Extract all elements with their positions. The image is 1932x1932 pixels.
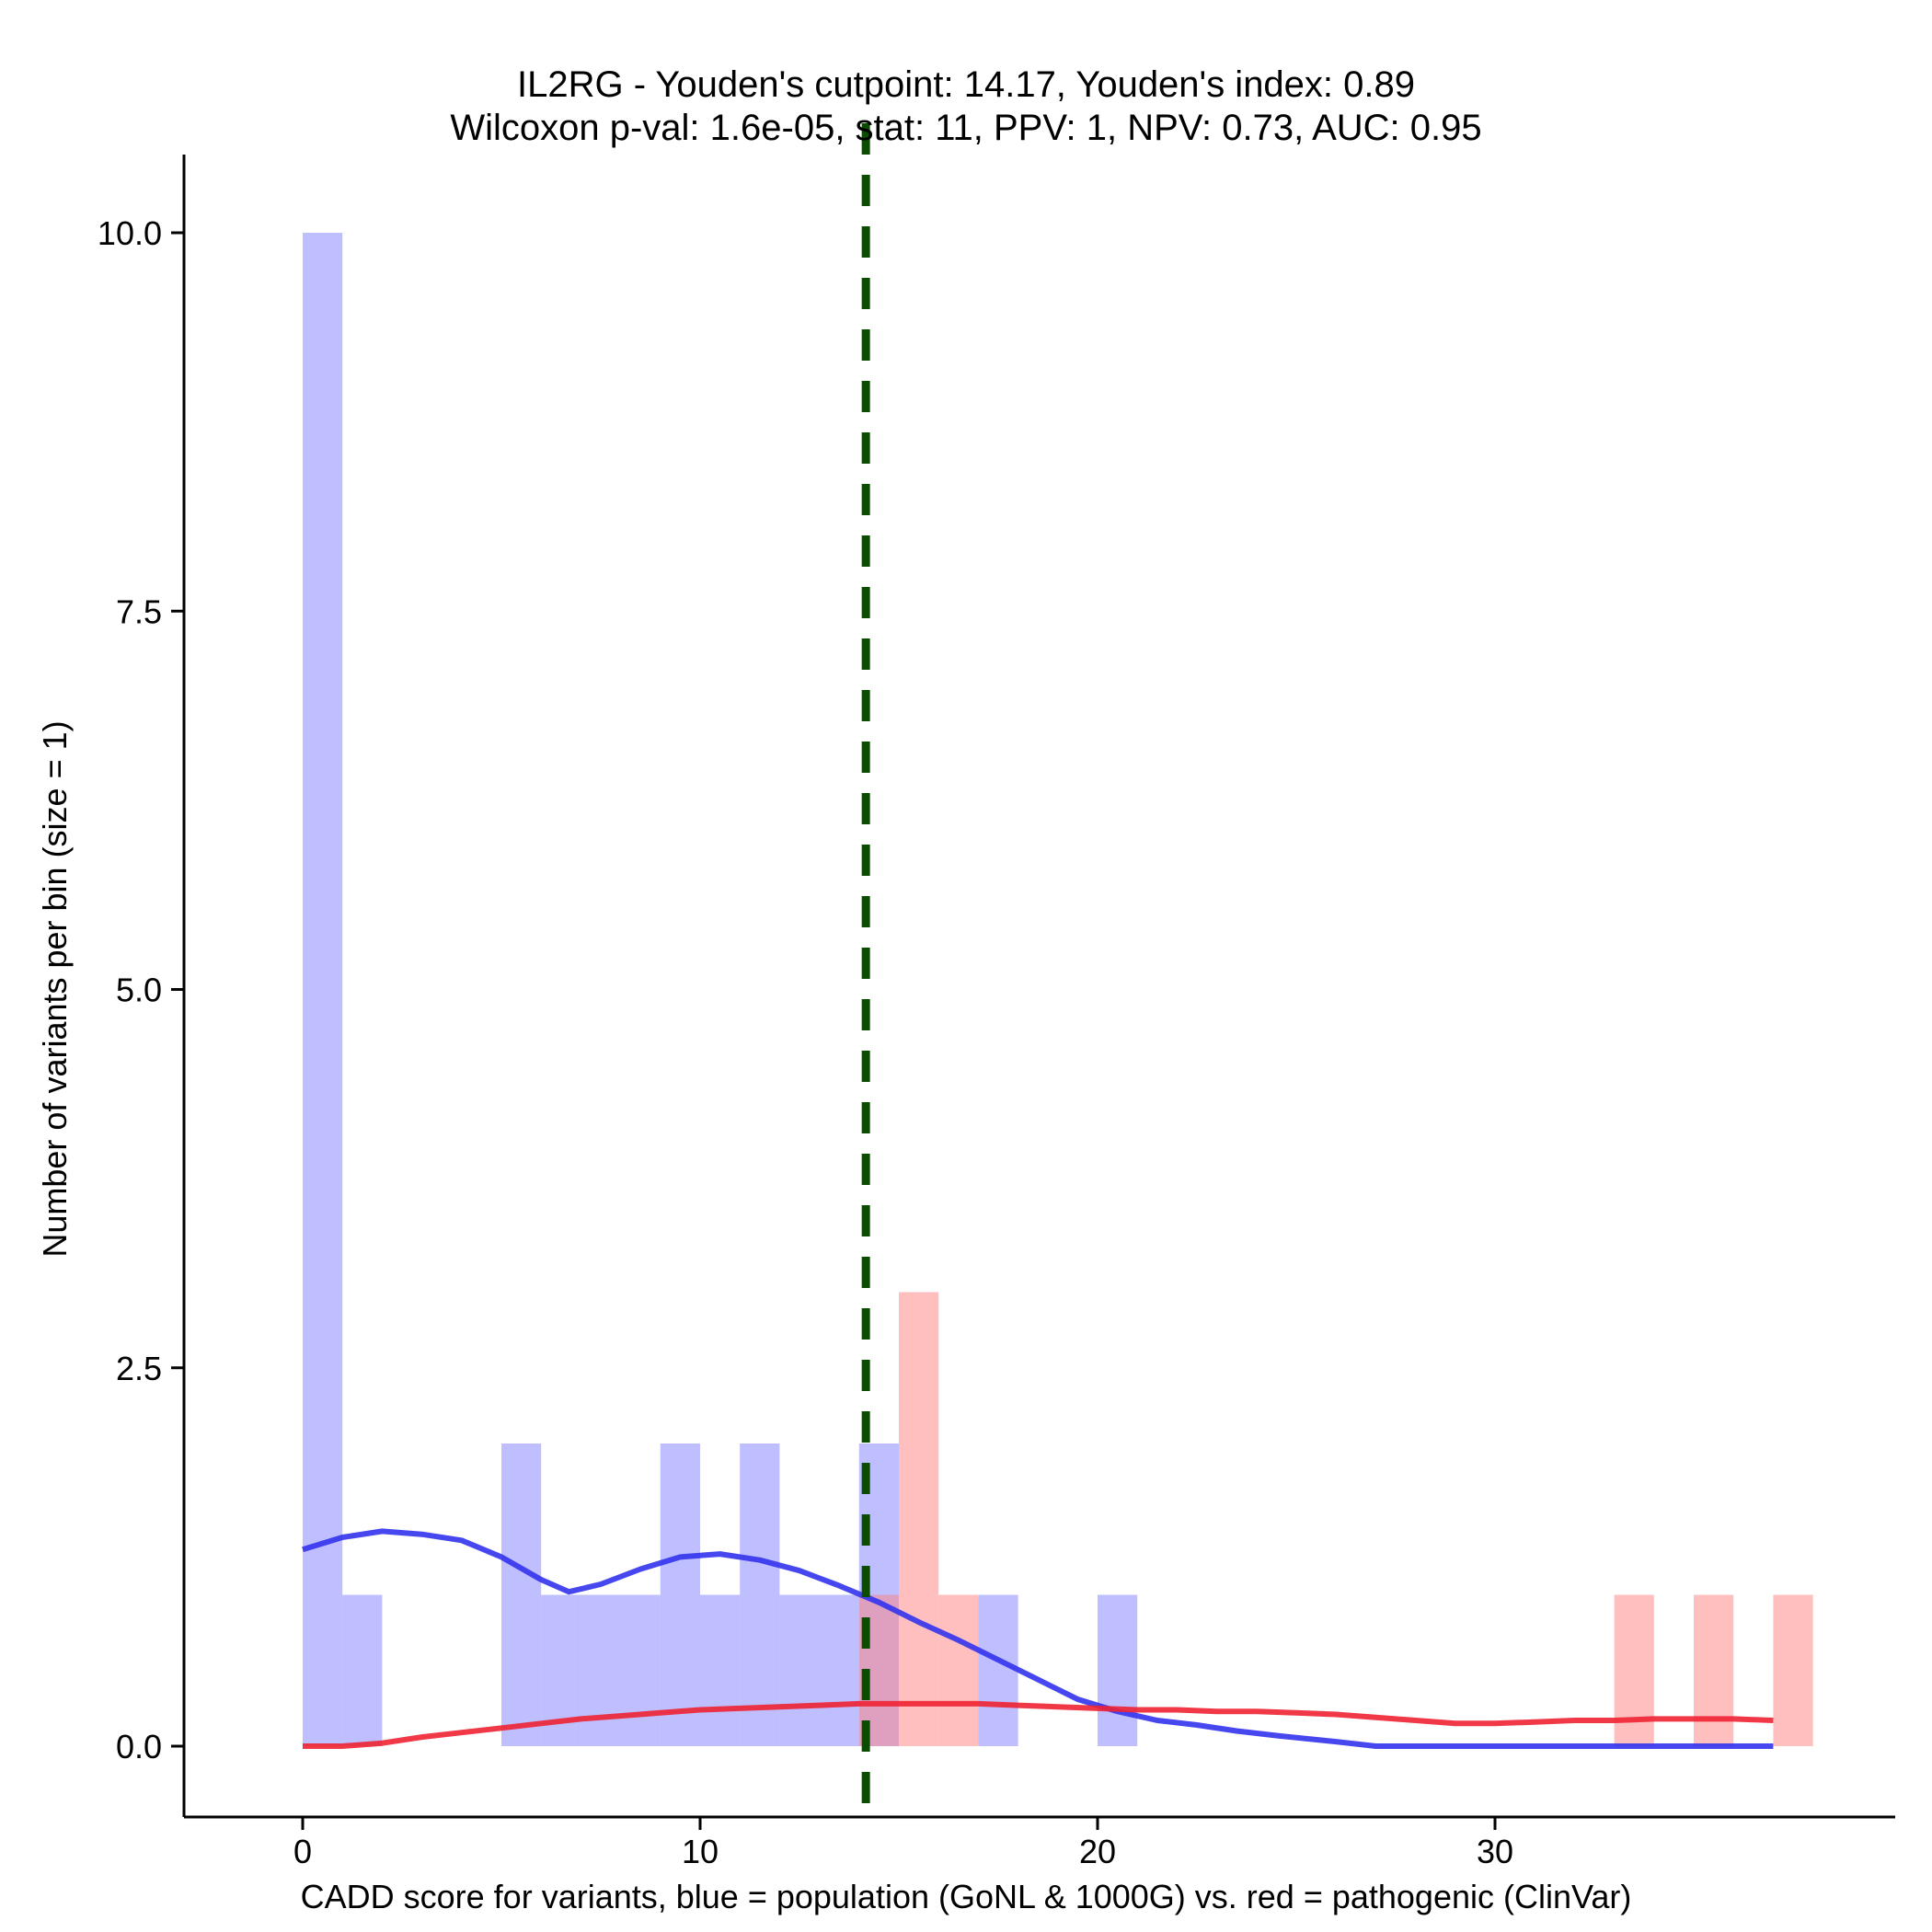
x-tick-label: 0 — [293, 1833, 312, 1870]
series-pathogenic-bars — [858, 1292, 1813, 1746]
histogram-bar — [938, 1594, 979, 1746]
histogram-bar — [819, 1594, 859, 1746]
histogram-bar — [342, 1594, 383, 1746]
histogram-bar — [899, 1292, 939, 1746]
series-population-bars — [303, 233, 1138, 1746]
chart-subtitle: Wilcoxon p-val: 1.6e-05, stat: 11, PPV: … — [450, 108, 1481, 148]
pathogenic-density-line — [303, 1700, 1774, 1749]
histogram-bar — [700, 1594, 741, 1746]
histogram-bar — [1614, 1594, 1654, 1746]
histogram-bar — [620, 1594, 661, 1746]
plot-area — [302, 123, 1813, 1817]
y-tick-label: 10.0 — [98, 214, 162, 252]
chart-title: IL2RG - Youden's cutpoint: 14.17, Youden… — [517, 64, 1415, 105]
histogram-bar — [581, 1594, 621, 1746]
histogram-bar — [1098, 1594, 1138, 1746]
x-tick-label: 30 — [1477, 1833, 1513, 1870]
x-tick-label: 20 — [1079, 1833, 1116, 1870]
histogram-bar — [978, 1594, 1018, 1746]
y-tick-label: 0.0 — [116, 1728, 162, 1765]
histogram-bar — [1694, 1594, 1734, 1746]
y-tick-label: 5.0 — [116, 972, 162, 1009]
y-tick-label: 2.5 — [116, 1350, 162, 1387]
y-axis-title: Number of variants per bin (size = 1) — [36, 720, 74, 1257]
x-axis-title: CADD score for variants, blue = populati… — [301, 1878, 1632, 1915]
x-tick-label: 10 — [682, 1833, 719, 1870]
axes: 0.0 2.5 5.0 7.5 10.0 0 10 20 30 — [98, 155, 1895, 1870]
histogram-bar — [740, 1443, 780, 1746]
histogram-bar — [660, 1443, 700, 1746]
histogram-bar — [501, 1443, 542, 1746]
y-tick-label: 7.5 — [116, 592, 162, 630]
population-density-line — [302, 1528, 1774, 1749]
histogram-bar — [1773, 1594, 1813, 1746]
histogram-bar — [779, 1594, 820, 1746]
histogram-bar — [303, 233, 343, 1746]
